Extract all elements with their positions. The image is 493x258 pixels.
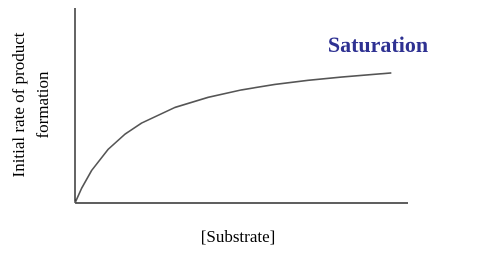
annotation: Saturation <box>328 32 428 57</box>
line <box>74 72 392 204</box>
y-axis-label: formation <box>33 71 52 139</box>
y-axis-label: Initial rate of product <box>9 32 28 177</box>
x-axis-label: [Substrate] <box>201 227 276 246</box>
